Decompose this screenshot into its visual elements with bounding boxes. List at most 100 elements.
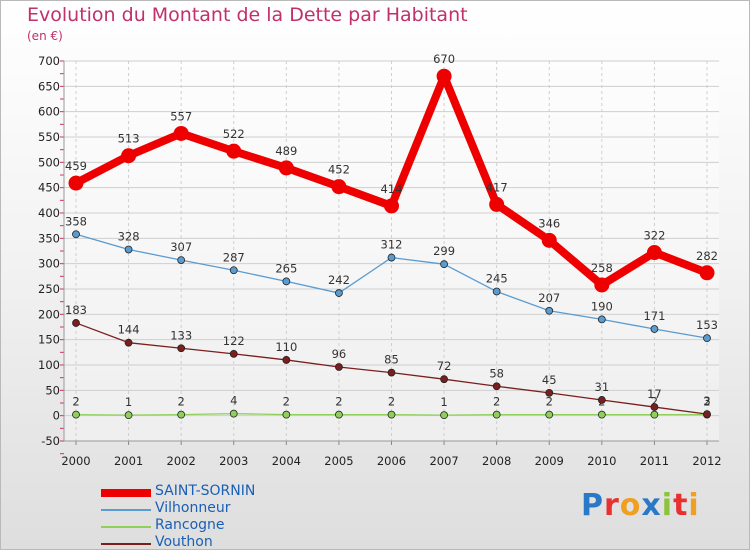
- data-label: 2: [283, 395, 290, 409]
- logo-letter: o: [619, 488, 642, 523]
- data-label: 1: [440, 395, 447, 409]
- y-tick-label: 50: [45, 383, 60, 397]
- data-label: 282: [696, 249, 718, 263]
- data-point: [699, 265, 715, 281]
- data-label: 2: [703, 395, 710, 409]
- data-point: [226, 143, 242, 159]
- data-label: 4: [230, 394, 237, 408]
- data-label: 2: [546, 395, 553, 409]
- legend-swatch: [101, 526, 151, 528]
- data-point: [492, 382, 501, 391]
- data-label: 245: [486, 272, 508, 286]
- x-tick-label: 2005: [324, 454, 353, 468]
- data-label: 307: [170, 240, 192, 254]
- legend-swatch: [101, 543, 151, 545]
- data-label: 513: [118, 132, 140, 146]
- data-label: 1: [125, 395, 132, 409]
- y-tick-label: 400: [38, 206, 60, 220]
- data-point: [335, 410, 343, 419]
- data-point: [650, 410, 659, 419]
- x-tick-label: 2009: [535, 454, 564, 468]
- data-label: 2: [335, 395, 342, 409]
- y-tick-label: 350: [38, 231, 60, 245]
- data-point: [177, 256, 186, 265]
- data-point: [124, 338, 133, 347]
- data-label: 328: [118, 229, 140, 243]
- y-tick-label: 700: [38, 54, 60, 68]
- data-label: 322: [643, 229, 665, 243]
- data-point: [72, 319, 80, 327]
- data-point: [594, 277, 610, 293]
- logo-letter: P: [581, 488, 604, 523]
- line-chart: 7006506005505004504003503002502001501005…: [38, 52, 722, 468]
- data-point: [440, 411, 448, 420]
- data-point: [650, 403, 659, 411]
- x-tick-label: 2004: [272, 454, 301, 468]
- data-label: 2: [651, 395, 658, 409]
- legend-swatch: [101, 509, 151, 511]
- y-tick-label: 600: [38, 105, 60, 119]
- x-tick-label: 2006: [377, 454, 406, 468]
- y-tick-label: 0: [53, 409, 60, 423]
- data-point: [278, 160, 294, 176]
- data-label: 265: [275, 261, 297, 275]
- chart-title: Evolution du Montant de la Dette par Hab…: [27, 4, 468, 26]
- legend-label: SAINT-SORNIN: [155, 483, 256, 499]
- data-point: [545, 410, 554, 419]
- data-label: 207: [538, 291, 560, 305]
- data-label: 122: [223, 334, 245, 348]
- data-label: 45: [542, 373, 557, 387]
- data-point: [177, 410, 186, 419]
- logo-letter: r: [604, 488, 620, 523]
- data-label: 153: [696, 318, 718, 332]
- data-point: [387, 410, 396, 419]
- data-point: [541, 232, 557, 248]
- y-tick-label: 450: [38, 181, 60, 195]
- data-label: 258: [591, 261, 613, 275]
- data-point: [384, 198, 399, 214]
- data-point: [68, 175, 84, 191]
- data-point: [545, 388, 554, 397]
- data-label: 287: [223, 250, 245, 264]
- y-tick-label: 650: [38, 79, 60, 93]
- legend-label: Rancogne: [155, 517, 225, 533]
- data-label: 452: [328, 163, 350, 177]
- x-tick-label: 2003: [219, 454, 248, 468]
- data-label: 144: [118, 323, 140, 337]
- proxiti-logo: Proxiti: [581, 488, 700, 523]
- data-label: 557: [170, 109, 192, 123]
- x-tick-label: 2001: [114, 454, 143, 468]
- y-tick-label: 200: [38, 307, 60, 321]
- data-label: 2: [388, 395, 395, 409]
- chart-unit: (en €): [27, 29, 63, 43]
- data-label: 522: [223, 127, 245, 141]
- data-label: 242: [328, 273, 350, 287]
- data-point: [492, 410, 501, 419]
- data-point: [335, 363, 343, 371]
- data-point: [72, 410, 80, 419]
- data-point: [492, 287, 501, 296]
- data-point: [229, 409, 238, 418]
- data-label: 2: [178, 395, 185, 409]
- data-point: [387, 368, 396, 377]
- data-label: 417: [486, 180, 508, 194]
- x-tick-label: 2000: [61, 454, 90, 468]
- logo-letter: i: [661, 488, 674, 523]
- data-point: [597, 396, 606, 404]
- data-point: [646, 245, 662, 261]
- x-tick-label: 2012: [692, 454, 721, 468]
- data-label: 3: [703, 394, 710, 408]
- data-label: 31: [595, 380, 610, 394]
- logo-letter: i: [688, 488, 700, 523]
- data-point: [440, 260, 448, 269]
- x-tick-label: 2002: [167, 454, 196, 468]
- data-label: 312: [381, 238, 403, 252]
- x-tick-label: 2011: [640, 454, 669, 468]
- y-tick-label: 500: [38, 155, 60, 169]
- y-tick-label: 100: [38, 358, 60, 372]
- data-label: 2: [493, 395, 500, 409]
- data-point: [124, 411, 133, 420]
- data-point: [440, 375, 448, 384]
- data-label: 85: [384, 353, 399, 367]
